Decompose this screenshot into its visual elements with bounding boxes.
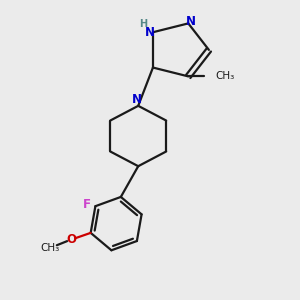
Text: O: O — [67, 233, 76, 246]
Text: CH₃: CH₃ — [216, 71, 235, 81]
Text: F: F — [83, 198, 91, 211]
Text: N: N — [132, 93, 142, 106]
Text: N: N — [186, 15, 196, 28]
Text: H: H — [140, 19, 148, 29]
Text: CH₃: CH₃ — [40, 243, 60, 253]
Text: N: N — [144, 26, 154, 39]
